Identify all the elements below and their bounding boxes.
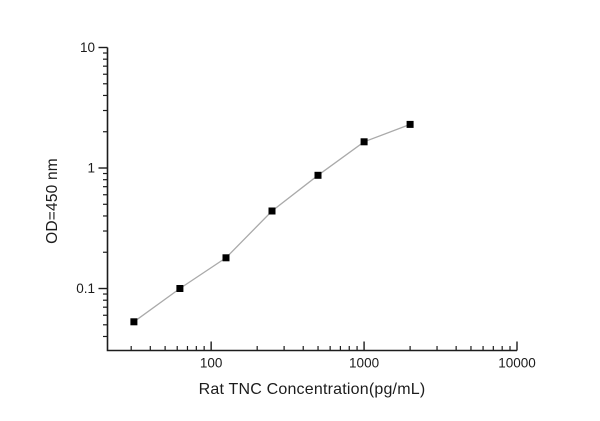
data-point-marker bbox=[406, 120, 414, 128]
data-point-marker bbox=[314, 171, 322, 179]
axes-frame bbox=[106, 47, 517, 352]
data-point-marker bbox=[176, 285, 184, 292]
x-tick-label: 1000 bbox=[349, 356, 379, 371]
data-point-marker bbox=[222, 254, 230, 262]
data-point-marker bbox=[360, 138, 368, 146]
data-point-marker bbox=[268, 207, 276, 215]
x-axis-title: Rat TNC Concentration(pg/mL) bbox=[198, 381, 426, 398]
y-tick-label: 1 bbox=[87, 161, 95, 176]
x-tick-label: 100 bbox=[200, 356, 223, 371]
data-point-marker bbox=[130, 318, 138, 326]
x-tick-label: 10000 bbox=[498, 356, 536, 371]
y-axis-title: OD=450 nm bbox=[44, 158, 61, 244]
series-line bbox=[133, 123, 411, 323]
y-tick-label: 10 bbox=[80, 40, 95, 55]
y-tick-label: 0.1 bbox=[76, 281, 95, 296]
